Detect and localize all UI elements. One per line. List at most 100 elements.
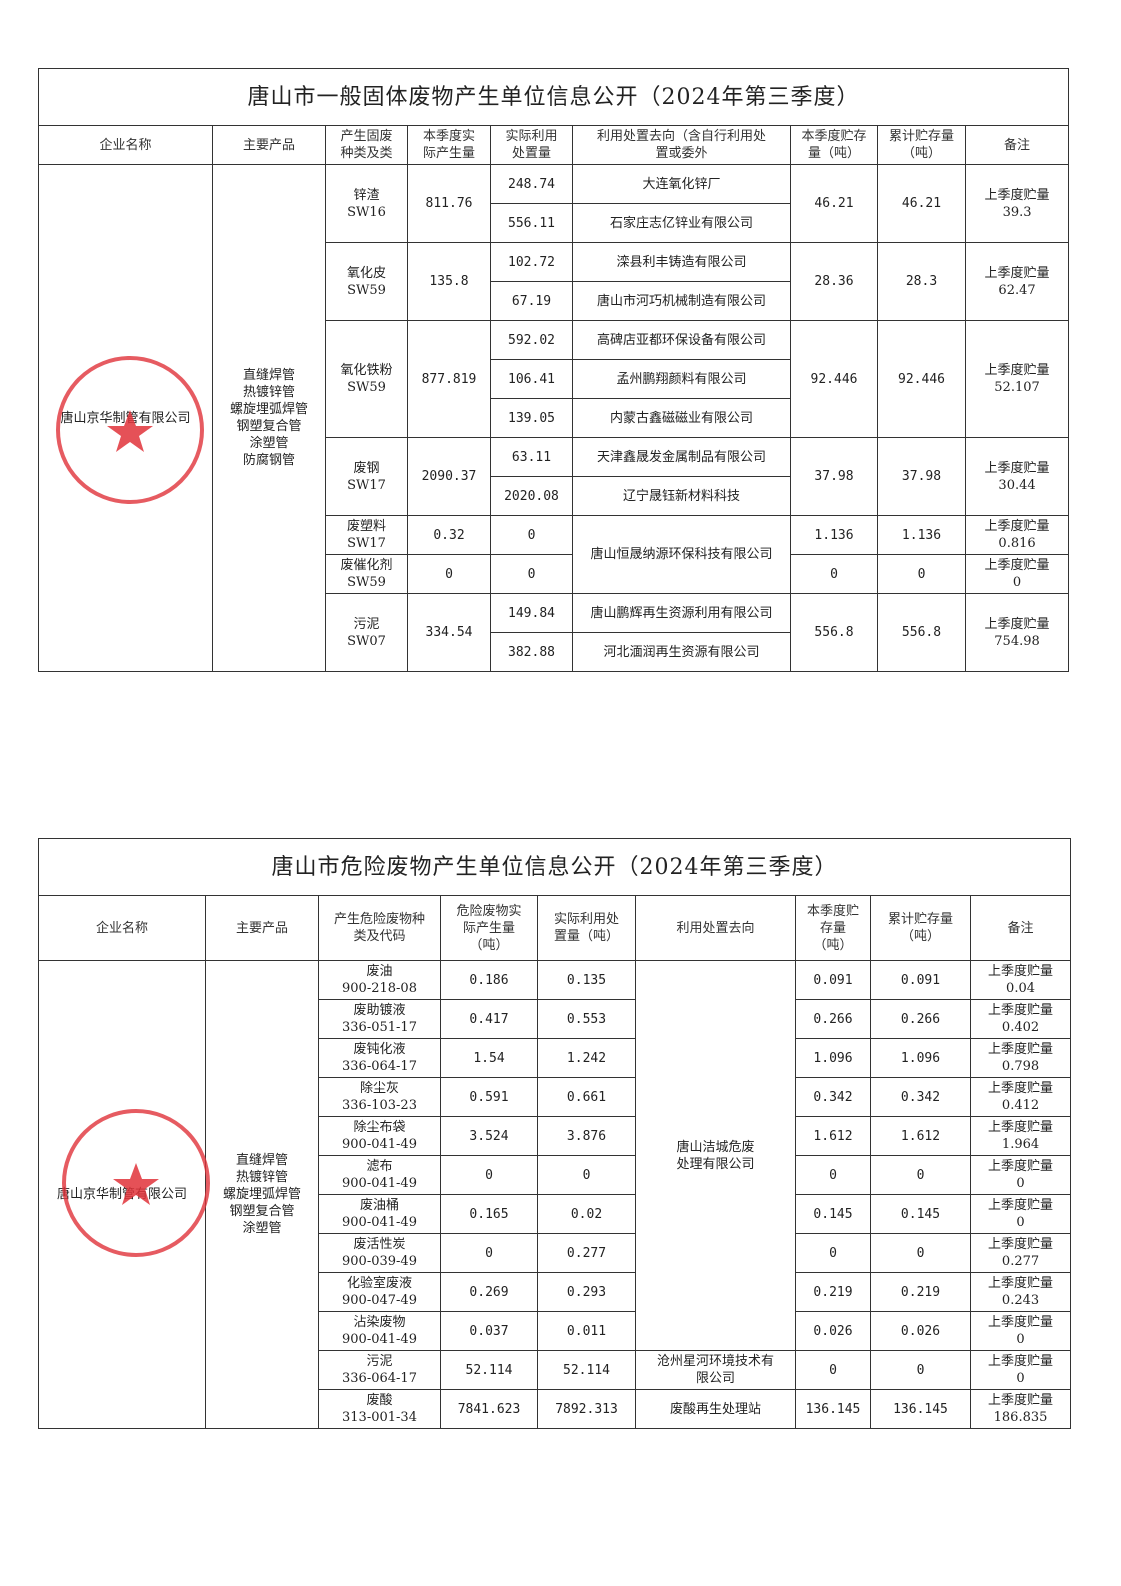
quarter-storage: 556.8 <box>790 593 878 672</box>
table-row: 139.05 内蒙古鑫磁磁业有限公司 <box>39 398 1069 438</box>
disposal-destination: 唐山洁城危废 处理有限公司 <box>635 960 796 1351</box>
column-header: 企业名称 <box>38 125 213 165</box>
general-solid-waste-table: 唐山市一般固体废物产生单位信息公开（2024年第三季度） 企业名称 主要产品 产生固废… <box>37 68 1070 672</box>
disposal-amount: 248.74 <box>490 164 573 204</box>
quarter-storage: 37.98 <box>790 437 878 516</box>
table-row: 氧化铁粉 SW59 877.819 592.02 高碑店亚都环保设备有限公司 92.44… <box>39 320 1070 438</box>
quarter-storage: 0 <box>795 1155 871 1195</box>
table-row: 除尘布袋 900-041-49 3.524 3.876 1.612 1.612 上季度贮量… <box>39 1116 1072 1156</box>
table-title: 唐山市危险废物产生单位信息公开（2024年第三季度） <box>37 838 1072 896</box>
cumulative-storage: 0.342 <box>870 1077 971 1117</box>
remark: 上季度贮量 0.412 <box>969 1077 1072 1117</box>
waste-type: 污泥 336-064-17 <box>318 1350 441 1390</box>
disposal-amount: 556.11 <box>490 203 573 243</box>
table-row: 化验室废液 900-047-49 0.269 0.293 0.219 0.219 上季度贮… <box>39 1272 1072 1312</box>
quarter-storage: 1.612 <box>795 1116 871 1156</box>
disposal-amount: 0.135 <box>537 960 636 1000</box>
remark: 上季度贮量 0.798 <box>969 1038 1072 1078</box>
waste-type: 废钢 SW17 <box>325 437 408 516</box>
column-header: 本季度实 际产生量 <box>407 125 491 165</box>
column-header: 危险废物实 际产生量 （吨） <box>440 895 538 961</box>
cumulative-storage: 0 <box>870 1233 971 1273</box>
remark: 上季度贮量 0 <box>969 1311 1072 1351</box>
disposal-amount: 102.72 <box>490 242 573 282</box>
remark: 上季度贮量 0.402 <box>969 999 1072 1039</box>
remark: 上季度贮量 39.3 <box>964 164 1070 243</box>
waste-type: 化验室废液 900-047-49 <box>318 1272 441 1312</box>
cumulative-storage: 1.612 <box>870 1116 971 1156</box>
remark: 上季度贮量 0 <box>969 1155 1072 1195</box>
table-title: 唐山市一般固体废物产生单位信息公开（2024年第三季度） <box>37 68 1070 126</box>
remark: 上季度贮量 754.98 <box>964 593 1070 672</box>
header-row: 企业名称 主要产品 产生固废 种类及类 本季度实 际产生量 实际利用 处置量 利用处置去向… <box>38 125 1070 165</box>
disposal-amount: 2020.08 <box>490 476 573 516</box>
disposal-amount: 0.277 <box>537 1233 636 1273</box>
cumulative-storage: 0.026 <box>870 1311 971 1351</box>
main-products: 直缝焊管 热镀锌管 螺旋埋弧焊管 钢塑复合管 涂塑管 <box>205 960 319 1429</box>
disposal-amount: 0.011 <box>537 1311 636 1351</box>
main-products: 直缝焊管 热镀锌管 螺旋埋弧焊管 钢塑复合管 涂塑管 防腐钢管 <box>212 164 326 672</box>
column-header: 累计贮存量 （吨） <box>877 125 966 165</box>
column-header: 本季度贮存 量（吨） <box>790 125 878 165</box>
generated-amount: 0.186 <box>440 960 538 1000</box>
disposal-destination: 大连氧化锌厂 <box>572 164 791 204</box>
table-row: 废塑料 SW17 0.32 0 唐山恒晟纳源环保科技有限公司 1.136 1.136 上季度… <box>39 515 1070 594</box>
disposal-destination: 天津鑫晟发金属制品有限公司 <box>572 437 791 477</box>
column-header: 备注 <box>969 895 1072 961</box>
table-row: 废钝化液 336-064-17 1.54 1.242 1.096 1.096 上季度贮量 … <box>39 1038 1072 1078</box>
disposal-destination: 河北湎润再生资源有限公司 <box>572 632 791 672</box>
disposal-amount: 0.293 <box>537 1272 636 1312</box>
table-row: 沾染废物 900-041-49 0.037 0.011 0.026 0.026 上季度贮量… <box>39 1311 1072 1351</box>
generated-amount: 0.591 <box>440 1077 538 1117</box>
column-header: 产生危险废物种 类及代码 <box>318 895 441 961</box>
cumulative-storage: 0.266 <box>870 999 971 1039</box>
cumulative-storage: 1.096 <box>870 1038 971 1078</box>
quarter-storage: 0.342 <box>795 1077 871 1117</box>
waste-type: 除尘灰 336-103-23 <box>318 1077 441 1117</box>
cumulative-storage: 0 <box>877 554 966 594</box>
quarter-storage: 1.136 <box>790 515 878 555</box>
cumulative-storage: 28.3 <box>877 242 966 321</box>
quarter-storage: 0 <box>790 554 878 594</box>
disposal-destination: 废酸再生处理站 <box>635 1389 796 1429</box>
table-row: 唐山京华制管有限公司 直缝焊管 热镀锌管 螺旋埋弧焊管 钢塑复合管 涂塑管 防腐钢… <box>38 164 1070 672</box>
quarter-storage: 136.145 <box>795 1389 871 1429</box>
cumulative-storage: 0.219 <box>870 1272 971 1312</box>
remark: 上季度贮量 0.816 <box>964 515 1070 555</box>
table-row: 废钢 SW17 2090.37 63.11 天津鑫晟发金属制品有限公司 37.98 37.… <box>39 437 1070 516</box>
disposal-amount: 149.84 <box>490 593 573 633</box>
disposal-destination: 唐山恒晟纳源环保科技有限公司 <box>572 515 791 594</box>
waste-type: 氧化皮 SW59 <box>325 242 408 321</box>
cumulative-storage: 0 <box>870 1350 971 1390</box>
cumulative-storage: 136.145 <box>870 1389 971 1429</box>
quarter-storage: 0 <box>795 1233 871 1273</box>
table-row: 67.19 唐山市河巧机械制造有限公司 <box>39 281 1069 321</box>
generated-amount: 3.524 <box>440 1116 538 1156</box>
generated-amount: 0 <box>440 1155 538 1195</box>
table-row: 2020.08 辽宁晟钰新材料科技 <box>39 476 1069 516</box>
disposal-destination: 唐山市河巧机械制造有限公司 <box>572 281 791 321</box>
disposal-amount: 3.876 <box>537 1116 636 1156</box>
waste-type: 废酸 313-001-34 <box>318 1389 441 1429</box>
remark: 上季度贮量 0.04 <box>969 960 1072 1000</box>
quarter-storage: 28.36 <box>790 242 878 321</box>
table-row: 除尘灰 336-103-23 0.591 0.661 0.342 0.342 上季度贮量 … <box>39 1077 1072 1117</box>
waste-type: 废塑料 SW17 <box>325 515 408 555</box>
generated-amount: 2090.37 <box>407 437 491 516</box>
remark: 上季度贮量 186.835 <box>969 1389 1072 1429</box>
column-header: 累计贮存量 （吨） <box>870 895 971 961</box>
disposal-amount: 0 <box>537 1155 636 1195</box>
waste-type: 沾染废物 900-041-49 <box>318 1311 441 1351</box>
generated-amount: 0.269 <box>440 1272 538 1312</box>
disposal-destination: 唐山鹏辉再生资源利用有限公司 <box>572 593 791 633</box>
waste-type: 污泥 SW07 <box>325 593 408 672</box>
quarter-storage: 0 <box>795 1350 871 1390</box>
table-row: 唐山京华制管有限公司 直缝焊管 热镀锌管 螺旋埋弧焊管 钢塑复合管 涂塑管 废油 9… <box>38 960 1072 1429</box>
column-header: 产生固废 种类及类 <box>325 125 408 165</box>
generated-amount: 0 <box>407 554 491 594</box>
remark: 上季度贮量 0 <box>964 554 1070 594</box>
column-header: 备注 <box>964 125 1070 165</box>
column-header: 企业名称 <box>38 895 206 961</box>
waste-type: 废催化剂 SW59 <box>325 554 408 594</box>
remark: 上季度贮量 0.277 <box>969 1233 1072 1273</box>
